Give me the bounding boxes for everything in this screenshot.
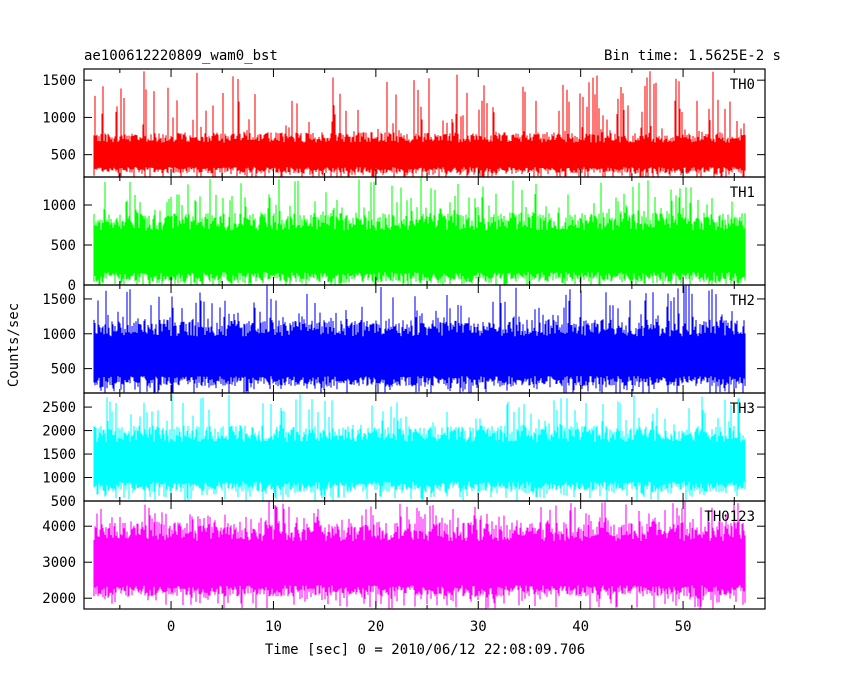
x-tick-label: 0 [167, 619, 175, 635]
panel-th0: 500 1000 1500 TH0 [42, 68, 766, 178]
y-tick-label: 1500 [42, 73, 76, 89]
bin-time-label: Bin time: 1.5625E-2 s [604, 48, 781, 64]
y-tick-label: 500 [51, 238, 76, 254]
y-tick-label: 1500 [42, 292, 76, 308]
y-tick-label: 1000 [42, 110, 76, 126]
series-line-th1 [93, 177, 746, 285]
panel-frame [83, 500, 766, 610]
y-tick-label: 2000 [42, 424, 76, 440]
x-tick-label: 10 [265, 619, 282, 635]
y-tick-label: 0 [68, 278, 76, 294]
x-tick-label: 40 [572, 619, 589, 635]
series-label-th1: TH1 [730, 185, 755, 201]
y-tick-label: 1000 [42, 471, 76, 487]
panel-th0123: 2000 3000 4000 TH0123 [42, 500, 766, 610]
x-axis-label: Time [sec] 0 = 2010/06/12 22:08:09.706 [265, 642, 585, 658]
panel-th1: 0 500 1000 TH1 [42, 176, 766, 294]
x-tick-label: 50 [675, 619, 692, 635]
series-line-th0 [93, 71, 746, 177]
y-tick-label: 1500 [42, 447, 76, 463]
y-tick-label: 1000 [42, 198, 76, 214]
panel-th3: 500 1000 1500 2000 2500 TH3 [42, 392, 766, 510]
panel-th2: 500 1000 1500 TH2 [42, 284, 766, 394]
series-line-th3 [93, 394, 746, 501]
y-tick-label: 500 [51, 494, 76, 510]
x-tick-label: 30 [470, 619, 487, 635]
y-tick-label: 2500 [42, 400, 76, 416]
x-axis: 0 10 20 30 40 50 [119, 69, 735, 635]
y-tick-label: 500 [51, 148, 76, 164]
series-line-th2 [93, 285, 746, 393]
x-tick-label: 20 [367, 619, 384, 635]
series-label-th0: TH0 [730, 77, 755, 93]
series-label-th0123: TH0123 [704, 509, 755, 525]
y-tick-label: 500 [51, 362, 76, 378]
y-tick-label: 4000 [42, 519, 76, 535]
series-label-th2: TH2 [730, 293, 755, 309]
series-label-th3: TH3 [730, 401, 755, 417]
y-tick-label: 3000 [42, 555, 76, 571]
y-tick-label: 1000 [42, 327, 76, 343]
observation-id-title: ae100612220809_wam0_bst [84, 48, 278, 64]
series-line-th0123 [93, 501, 746, 609]
y-axis-label: Counts/sec [6, 303, 22, 387]
y-tick-label: 2000 [42, 591, 76, 607]
